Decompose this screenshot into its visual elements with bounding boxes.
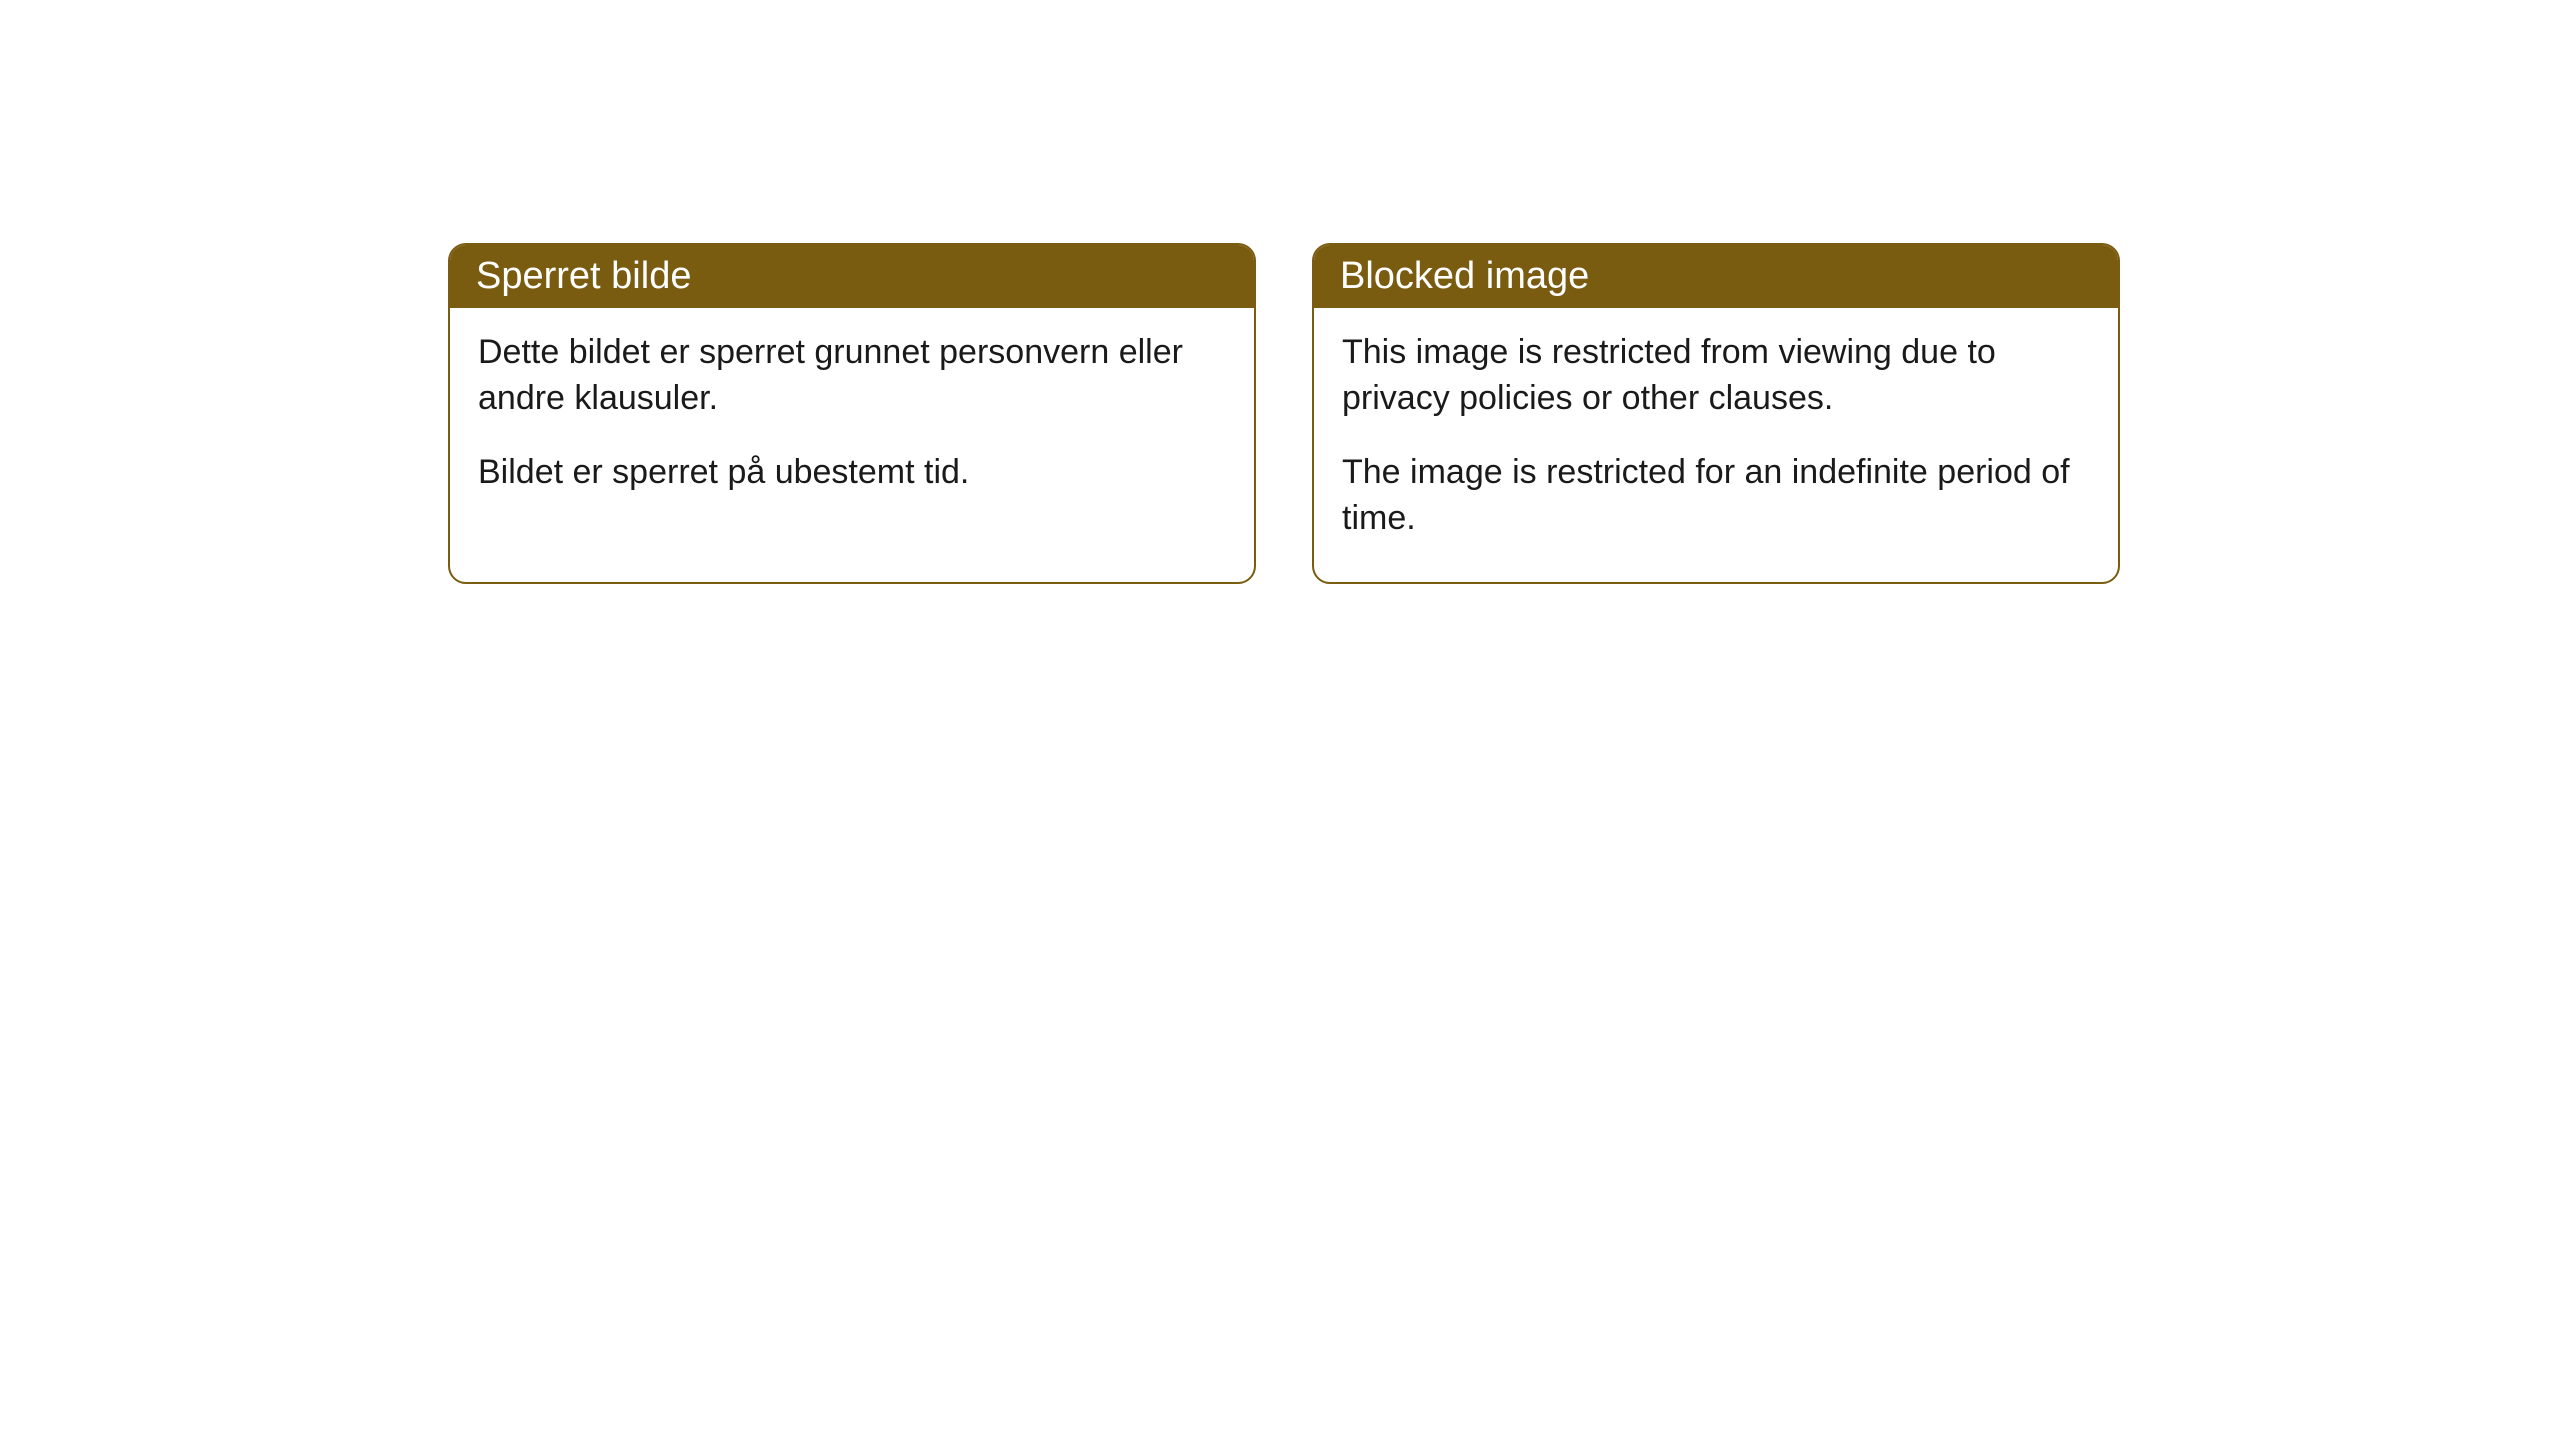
notice-cards-container: Sperret bilde Dette bildet er sperret gr…: [448, 243, 2120, 584]
notice-card-norwegian: Sperret bilde Dette bildet er sperret gr…: [448, 243, 1256, 584]
card-body: Dette bildet er sperret grunnet personve…: [450, 308, 1254, 536]
card-header: Sperret bilde: [450, 245, 1254, 308]
card-paragraph: This image is restricted from viewing du…: [1342, 330, 2090, 422]
card-paragraph: The image is restricted for an indefinit…: [1342, 450, 2090, 542]
card-body: This image is restricted from viewing du…: [1314, 308, 2118, 582]
card-paragraph: Dette bildet er sperret grunnet personve…: [478, 330, 1226, 422]
card-header: Blocked image: [1314, 245, 2118, 308]
card-paragraph: Bildet er sperret på ubestemt tid.: [478, 450, 1226, 496]
notice-card-english: Blocked image This image is restricted f…: [1312, 243, 2120, 584]
